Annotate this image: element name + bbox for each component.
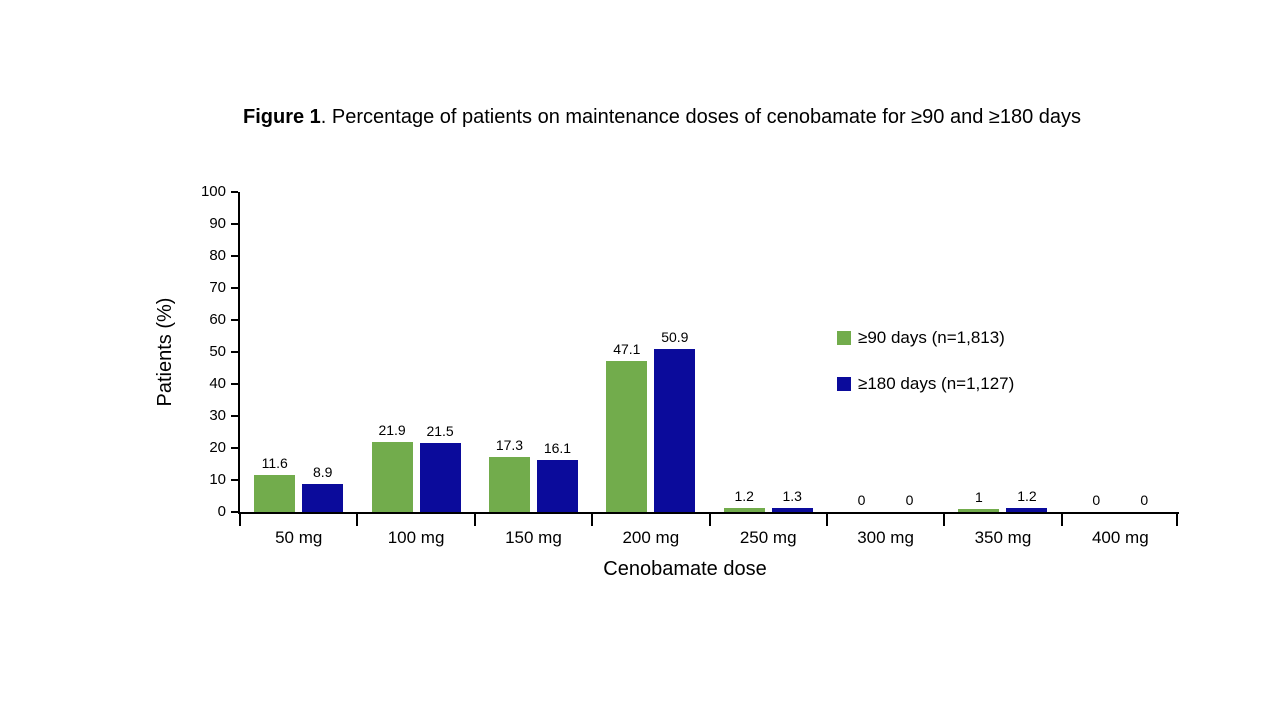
figure-caption: . Percentage of patients on maintenance … xyxy=(320,106,1082,128)
bar-value-label: 1.2 xyxy=(1017,488,1037,505)
bar-150mg-ge90 xyxy=(488,456,530,512)
figure-label: Figure 1 xyxy=(242,106,321,128)
bar-value-label: 0 xyxy=(905,492,914,508)
y-axis-tick xyxy=(231,191,238,193)
y-axis-tick xyxy=(231,415,238,417)
x-axis-tick xyxy=(709,512,711,526)
legend-label: ≥90 days (n=1,813) xyxy=(858,328,1005,347)
x-axis-category-label: 150 mg xyxy=(505,528,562,547)
bar-value-label: 21.9 xyxy=(378,421,406,438)
y-axis-tick xyxy=(231,319,238,321)
bar-value-label: 0 xyxy=(857,492,866,508)
y-axis-tick xyxy=(231,479,238,481)
y-axis-tick xyxy=(231,287,238,289)
chart-legend: ≥90 days (n=1,813) ≥180 days (n=1,127) xyxy=(837,328,1014,420)
bar-200mg-ge180 xyxy=(654,349,696,512)
bar-value-label: 8.9 xyxy=(312,463,333,480)
x-axis-category-label: 300 mg xyxy=(857,528,914,547)
x-axis-tick xyxy=(356,512,358,526)
x-axis-title: Cenobamate dose xyxy=(603,558,767,580)
y-axis-tick-label: 60 xyxy=(209,311,226,328)
y-axis-tick-label: 10 xyxy=(209,471,226,488)
bar-200mg-ge90 xyxy=(606,361,648,512)
y-axis-tick xyxy=(231,447,238,449)
x-axis-tick xyxy=(826,512,828,526)
y-axis-tick-label: 70 xyxy=(209,279,226,296)
bar-value-label: 0 xyxy=(1092,492,1101,508)
legend-swatch-icon xyxy=(837,377,851,391)
y-axis-tick xyxy=(231,383,238,385)
bar-value-label: 0 xyxy=(1140,492,1149,508)
bar-50mg-ge180 xyxy=(302,483,344,512)
x-axis-category-label: 50 mg xyxy=(275,528,323,547)
bar-value-label: 11.6 xyxy=(261,454,288,471)
bar-value-label: 1.3 xyxy=(782,487,802,504)
bar-value-label: 16.1 xyxy=(543,440,572,457)
bar-value-label: 1.2 xyxy=(734,488,754,505)
x-axis-tick xyxy=(1061,512,1063,526)
bar-150mg-ge180 xyxy=(536,460,578,512)
bar-value-label: 47.1 xyxy=(613,341,641,358)
chart-plot-area: 0 10 20 30 40 50 60 70 80 90 100 11.6 8.9 50 mg 21.9 21… xyxy=(201,183,1179,547)
y-axis-title: Patients (%) xyxy=(154,297,176,407)
x-axis-category-label: 250 mg xyxy=(739,528,797,547)
bar-350mg-ge180 xyxy=(1006,508,1048,512)
y-axis-tick-label: 80 xyxy=(209,247,226,264)
y-axis-tick xyxy=(231,255,238,257)
bar-350mg-ge90 xyxy=(958,508,1000,512)
bar-250mg-ge180 xyxy=(771,507,813,512)
y-axis-tick-label: 20 xyxy=(209,439,226,456)
x-axis-tick xyxy=(591,512,593,526)
bar-100mg-ge180 xyxy=(419,443,461,512)
x-axis-tick xyxy=(943,512,945,526)
bar-value-label: 1 xyxy=(975,488,983,505)
bar-250mg-ge90 xyxy=(723,508,765,512)
legend-item: ≥90 days (n=1,813) xyxy=(837,328,1014,348)
y-axis-tick xyxy=(231,351,238,353)
bar-value-label: 21.5 xyxy=(426,423,454,440)
x-axis-category-label: 350 mg xyxy=(974,528,1032,547)
bar-100mg-ge90 xyxy=(371,441,413,512)
y-axis-tick-label: 30 xyxy=(209,407,226,424)
bar-value-label: 50.9 xyxy=(661,329,689,346)
y-axis-tick-label: 100 xyxy=(200,183,226,200)
bar-value-label: 17.3 xyxy=(495,436,524,453)
y-axis-tick-label: 50 xyxy=(209,343,226,360)
y-axis-tick xyxy=(231,511,238,513)
x-axis-category-label: 100 mg xyxy=(387,528,445,547)
x-axis-tick xyxy=(239,512,241,526)
y-axis-tick-label: 0 xyxy=(217,503,226,520)
y-axis-tick xyxy=(231,223,238,225)
y-axis-tick-label: 90 xyxy=(209,215,226,232)
legend-label: ≥180 days (n=1,127) xyxy=(858,374,1015,393)
figure-title: Figure 1. Percentage of patients on main… xyxy=(22,106,1280,129)
x-axis-tick xyxy=(474,512,476,526)
x-axis-category-label: 400 mg xyxy=(1091,528,1149,547)
x-axis-tick xyxy=(1176,512,1178,526)
y-axis-tick-label: 40 xyxy=(209,375,226,392)
bar-50mg-ge90 xyxy=(254,474,296,512)
legend-swatch-icon xyxy=(837,331,851,345)
x-axis-category-label: 200 mg xyxy=(622,528,680,547)
legend-item: ≥180 days (n=1,127) xyxy=(837,374,1014,394)
